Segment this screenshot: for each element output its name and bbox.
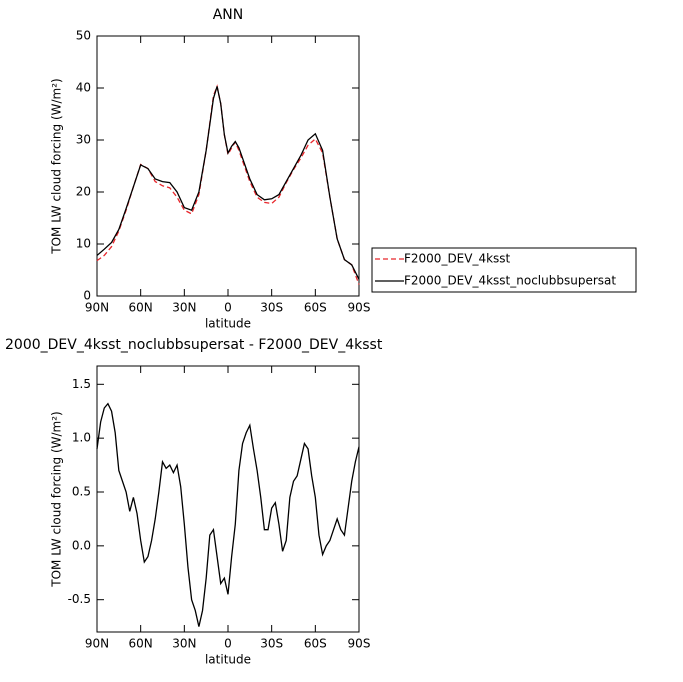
y-tick-label: -0.5 [68, 592, 91, 606]
x-tick-label: 0 [224, 301, 232, 315]
legend-label: F2000_DEV_4ksst [404, 252, 511, 266]
series-line [96, 84, 360, 285]
x-tick-label: 90N [85, 301, 109, 315]
y-tick-label: 0.5 [72, 485, 91, 499]
x-tick-label: 0 [224, 637, 232, 651]
y-tick-label: 1.0 [72, 431, 91, 445]
y-tick-label: 40 [76, 81, 91, 95]
chart-title: ANN [213, 7, 244, 23]
y-tick-label: 0 [83, 289, 91, 303]
x-tick-label: 60S [304, 301, 327, 315]
legend-box [371, 247, 637, 293]
y-tick-label: 0.0 [72, 538, 91, 552]
x-tick-label: 90S [348, 637, 371, 651]
x-tick-label: 60S [304, 637, 327, 651]
plot-frame [96, 35, 360, 297]
x-tick-label: 60N [129, 637, 153, 651]
y-tick-label: 50 [76, 29, 91, 43]
legend: F2000_DEV_4ksst F2000_DEV_4ksst_noclubbsu… [371, 247, 637, 293]
x-tick-label: 30S [260, 301, 283, 315]
y-axis-label: TOM LW cloud forcing (W/m²) [50, 411, 64, 588]
y-tick-label: 1.5 [72, 377, 91, 391]
x-tick-label: 90S [348, 301, 371, 315]
series-line [96, 86, 360, 280]
y-axis-label: TOM LW cloud forcing (W/m²) [50, 78, 64, 255]
x-tick-label: 30N [172, 637, 196, 651]
series-line [96, 402, 360, 627]
y-tick-label: 10 [76, 237, 91, 251]
x-axis-label: latitude [205, 653, 251, 667]
y-tick-label: 30 [76, 133, 91, 147]
chart-title: 2000_DEV_4ksst_noclubbsupersat - F2000_D… [5, 337, 383, 353]
x-axis-label: latitude [205, 317, 251, 331]
x-tick-label: 30N [172, 301, 196, 315]
y-tick-label: 20 [76, 185, 91, 199]
legend-label: F2000_DEV_4ksst_noclubbsupersat [404, 274, 616, 288]
x-tick-label: 30S [260, 637, 283, 651]
x-tick-label: 60N [129, 301, 153, 315]
x-tick-label: 90N [85, 637, 109, 651]
